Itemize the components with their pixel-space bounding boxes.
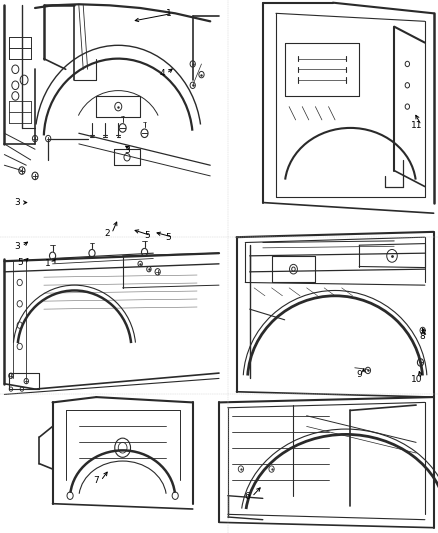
Text: 1: 1 <box>166 9 172 18</box>
Text: 1: 1 <box>45 260 51 268</box>
Text: 5: 5 <box>144 231 150 240</box>
Text: 8: 8 <box>420 333 426 341</box>
Text: 3: 3 <box>124 146 130 155</box>
Text: 4: 4 <box>159 69 165 78</box>
Text: 9: 9 <box>356 370 362 378</box>
Text: 3: 3 <box>14 242 21 251</box>
Text: 10: 10 <box>411 375 423 384</box>
Text: 7: 7 <box>93 477 99 485</box>
Text: 6: 6 <box>244 492 251 501</box>
Text: 5: 5 <box>17 258 23 266</box>
Text: 5: 5 <box>166 233 172 241</box>
Text: 2: 2 <box>105 229 110 238</box>
Text: 3: 3 <box>14 198 21 207</box>
Text: 11: 11 <box>411 121 423 130</box>
